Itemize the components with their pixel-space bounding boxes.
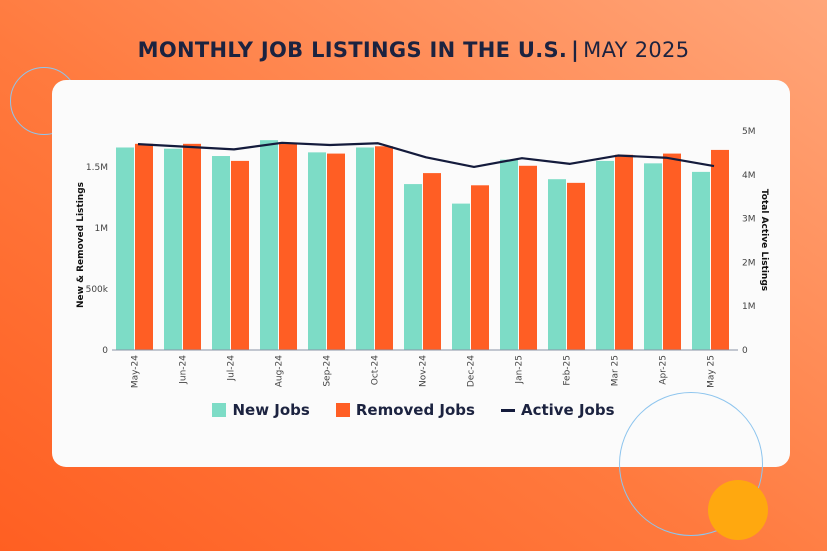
y-tick-label: 500k [86,285,109,295]
y-tick-label: 1.5M [86,163,108,173]
bar-removed-jobs [327,153,345,350]
y2-axis-label: Total Active Listings [759,189,769,291]
y-tick-label: 1M [95,224,109,234]
page-title: MONTHLY JOB LISTINGS IN THE U.S. | MAY 202… [0,38,827,62]
bar-new-jobs [500,159,518,350]
bar-new-jobs [164,148,182,350]
bar-removed-jobs [183,143,201,350]
legend-label: Active Jobs [520,401,615,419]
decorative-circle-filled [708,480,768,540]
x-tick-label: Jan-25 [515,355,525,385]
y-axis-label: New & Removed Listings [76,182,86,308]
bar-removed-jobs [471,185,489,350]
x-tick-label: Feb-25 [563,355,573,386]
bar-new-jobs [212,156,230,350]
bar-new-jobs [644,163,662,350]
x-tick-label: Jul-24 [227,355,237,382]
x-tick-label: Apr-25 [659,355,669,385]
decorative-circle-outline [619,392,763,536]
bar-removed-jobs [567,182,585,350]
legend-active-jobs: Active Jobs [500,401,615,419]
x-tick-label: Aug-24 [275,355,285,388]
x-tick-label: May-24 [131,355,141,388]
bar-new-jobs [596,160,614,350]
y2-tick-label: 2M [742,258,756,268]
bar-removed-jobs [375,146,393,350]
y-tick-label: 0 [102,346,108,356]
bar-new-jobs [452,203,470,350]
legend-removed-jobs: Removed Jobs [335,401,475,419]
bar-new-jobs [356,147,374,350]
x-tick-label: Sep-24 [323,355,333,387]
bar-new-jobs [404,184,422,350]
bar-new-jobs [260,140,278,350]
x-tick-label: Oct-24 [371,355,381,386]
legend-line [500,408,515,412]
x-tick-label: Mar 25 [611,355,621,386]
y2-tick-label: 5M [742,127,756,137]
legend: New Jobs Removed Jobs Active Jobs [0,401,827,419]
line-active-jobs [137,141,715,169]
bar-removed-jobs [711,149,729,350]
y2-tick-label: 3M [742,215,756,225]
bar-removed-jobs [279,143,297,350]
bar-removed-jobs [423,173,441,350]
bar-new-jobs [308,152,326,350]
title-separator: | [571,38,580,62]
legend-swatch [212,403,227,417]
legend-label: New Jobs [232,401,310,419]
x-tick-label: May 25 [707,355,717,388]
bar-removed-jobs [519,165,537,350]
bar-removed-jobs [615,154,633,350]
legend-new-jobs: New Jobs [212,401,310,419]
x-tick-label: Jun-24 [179,355,189,385]
title-date: MAY 2025 [583,38,690,62]
bar-new-jobs [692,171,710,350]
legend-swatch [335,403,350,417]
y2-tick-label: 1M [742,302,756,312]
title-main: MONTHLY JOB LISTINGS IN THE U.S. [137,38,568,62]
y2-tick-label: 4M [742,171,756,181]
x-tick-label: Dec-24 [467,355,477,387]
bar-removed-jobs [231,160,249,350]
legend-label: Removed Jobs [355,401,475,419]
x-tick-label: Nov-24 [419,355,429,387]
bar-new-jobs [116,147,134,350]
bar-removed-jobs [663,153,681,350]
bar-new-jobs [548,179,566,350]
y2-tick-label: 0 [742,346,748,356]
bar-removed-jobs [135,143,153,350]
